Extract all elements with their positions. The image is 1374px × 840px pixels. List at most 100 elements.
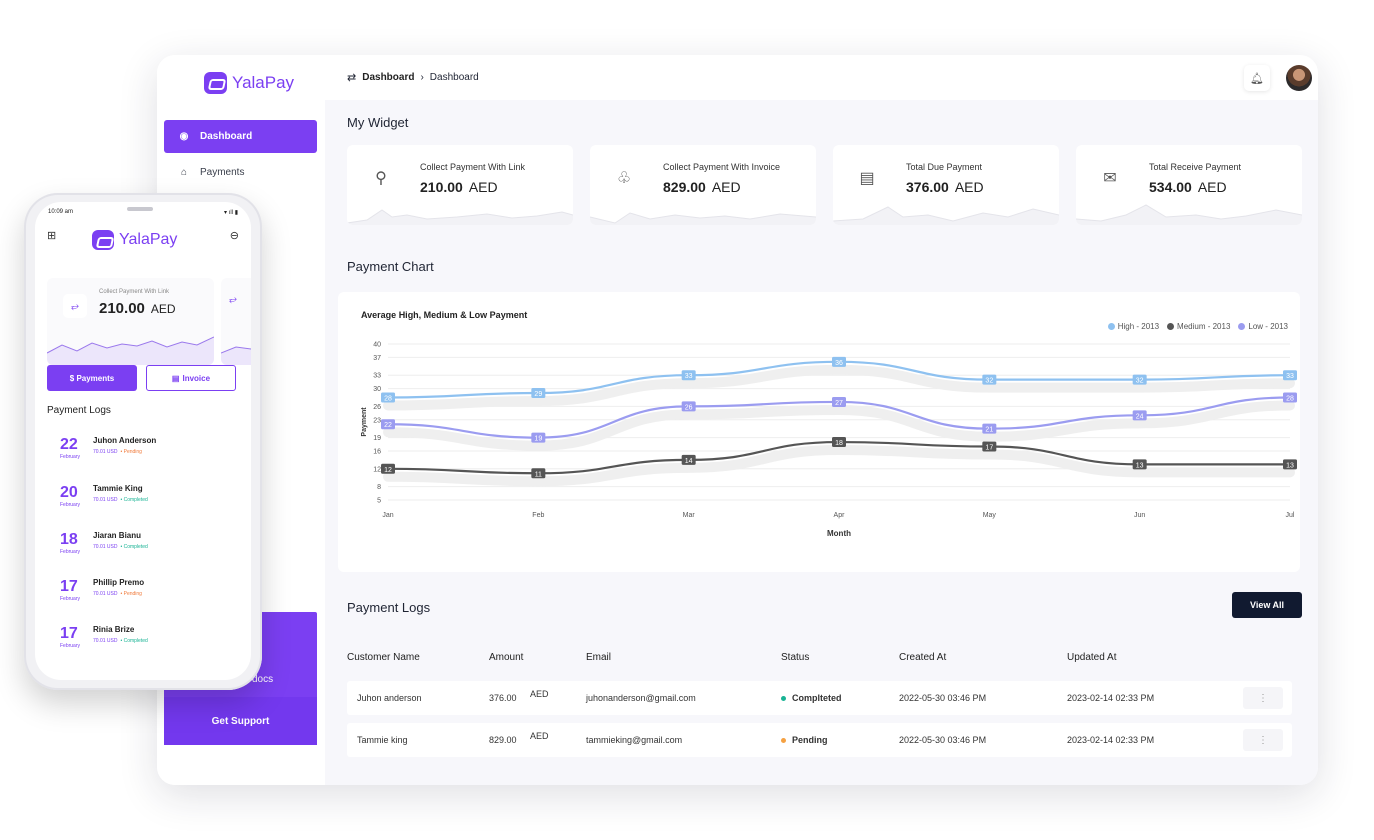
menu-toggle-icon[interactable]: ⇄: [347, 72, 357, 84]
list-item[interactable]: 18 February Jiaran Bianu 70.01 USD • Comp…: [47, 527, 239, 571]
widget-value: 210.00 AED: [420, 179, 498, 195]
legend-dot: [1167, 323, 1175, 330]
more-options-icon[interactable]: ⋮: [1243, 687, 1283, 709]
payments-icon: ⌂: [180, 167, 188, 178]
payment-chart-title: Payment Chart: [347, 259, 434, 274]
get-support-button[interactable]: Get Support: [164, 697, 317, 745]
y-tick-label: 19: [373, 435, 381, 442]
grid-menu-icon[interactable]: ⊞: [47, 230, 57, 242]
data-label: 21: [985, 427, 993, 434]
card-sparkline: [47, 336, 214, 365]
docs-link[interactable]: docs: [252, 674, 274, 685]
bell-icon[interactable]: 🔔︎: [1244, 65, 1270, 91]
x-tick-label: May: [983, 512, 997, 519]
phone-status-bar: 10:09 am ▾ ıll ▮: [48, 209, 238, 216]
log-day: 17: [60, 625, 78, 642]
y-tick-label: 37: [373, 355, 381, 362]
log-amount: 70.01 USD • Completed: [93, 497, 148, 503]
status-dot: [781, 696, 786, 702]
log-month: February: [60, 643, 81, 649]
phone-invoice-button[interactable]: ▤ Invoice: [146, 365, 236, 391]
data-label: 33: [1286, 373, 1294, 380]
x-tick-label: Jan: [382, 512, 393, 519]
profile-icon[interactable]: ⊖: [229, 230, 239, 242]
phone-app-logo: YalaPay: [92, 230, 177, 250]
chart-title: Average High, Medium & Low Payment: [361, 310, 528, 320]
sidebar-item-label: Payments: [200, 167, 245, 178]
breadcrumb-item[interactable]: Dashboard: [362, 72, 415, 83]
line-chart: 5 8 12 16 19 23 26 30 33 37 40 Jan Feb Mar Apr May Jun Ju…: [361, 342, 1297, 538]
legend-item-low[interactable]: Low - 2013: [1238, 322, 1288, 331]
list-item[interactable]: 17 February Rinia Brize 70.01 USD • Compl…: [47, 621, 239, 665]
phone-payment-card[interactable]: ⥂ Collect Payment With Link 210.00 AED: [47, 278, 214, 365]
y-tick-label: 23: [373, 417, 381, 424]
receive-payment-icon: ✉: [1103, 170, 1117, 187]
more-options-icon[interactable]: ⋮: [1243, 729, 1283, 751]
data-label: 22: [384, 422, 392, 429]
payment-chart-card: Average High, Medium & Low Payment High …: [338, 292, 1300, 572]
column-header: Status: [781, 652, 810, 663]
widget-card[interactable]: ⚲ Collect Payment With Link 210.00 AED: [347, 145, 573, 225]
due-payment-icon: ▤: [859, 170, 875, 187]
avatar[interactable]: [1286, 65, 1312, 91]
sidebar-item-dashboard[interactable]: ◉ Dashboard: [164, 120, 317, 153]
legend-item-high[interactable]: High - 2013: [1107, 322, 1159, 331]
widget-label: Total Receive Payment: [1149, 162, 1242, 172]
table-row[interactable]: Tammie king 829.00 AED tammieking@gmail.…: [347, 723, 1292, 757]
list-item[interactable]: 20 February Tammie King 70.01 USD • Compl…: [47, 480, 239, 524]
cell-status: Complteted: [781, 693, 842, 703]
series-shadow: [383, 445, 1295, 487]
phone-payment-card-partial[interactable]: ⥂: [221, 278, 251, 365]
breadcrumb: ⇄ Dashboard › Dashboard: [347, 71, 479, 84]
phone-payments-button[interactable]: $ Payments: [47, 365, 137, 391]
y-tick-label: 5: [377, 498, 381, 505]
view-all-button[interactable]: View All: [1232, 592, 1302, 618]
widget-card[interactable]: ▤ Total Due Payment 376.00 AED: [833, 145, 1059, 225]
log-name: Juhon Anderson: [93, 436, 157, 445]
data-point: [1283, 392, 1297, 403]
widget-sparkline: [347, 209, 573, 225]
cell-updated: 2023-02-14 02:33 PM: [1067, 735, 1155, 745]
cell-created: 2022-05-30 03:46 PM: [899, 693, 987, 703]
cell-currency: AED: [530, 689, 549, 699]
list-item[interactable]: 22 February Juhon Anderson 70.01 USD • Pe…: [47, 432, 239, 476]
sidebar-item-payments[interactable]: ⌂ Payments: [164, 156, 317, 189]
data-label: 18: [835, 440, 843, 447]
data-point: [531, 432, 546, 443]
log-day: 17: [60, 578, 78, 595]
invoice-icon: ▤: [171, 373, 180, 383]
log-name: Phillip Premo: [93, 578, 145, 587]
signal-icon: ▾ ıll ▮: [224, 210, 238, 216]
data-point: [982, 423, 997, 434]
data-point: [1132, 459, 1147, 470]
card-value: 210.00 AED: [99, 300, 176, 317]
legend-item-medium[interactable]: Medium - 2013: [1167, 322, 1230, 331]
widget-sparkline: [833, 206, 1059, 225]
y-tick-label: 26: [373, 404, 381, 411]
table-row[interactable]: Juhon anderson 376.00 AED juhonanderson@…: [347, 681, 1292, 715]
log-day: 20: [60, 484, 78, 501]
widget-label: Collect Payment With Invoice: [663, 162, 781, 172]
column-header: Updated At: [1067, 652, 1117, 663]
phone-logs-title: Payment Logs: [47, 405, 111, 416]
chevron-right-icon: ›: [420, 72, 424, 83]
x-tick-label: Feb: [532, 512, 544, 519]
legend-dot: [1107, 323, 1115, 330]
list-item[interactable]: 17 February Phillip Premo 70.01 USD • Pen…: [47, 574, 239, 618]
widget-value: 376.00 AED: [906, 179, 984, 195]
data-label: 13: [1136, 462, 1144, 469]
log-month: February: [60, 596, 81, 602]
app-logo[interactable]: YalaPay: [204, 72, 294, 94]
data-point: [1132, 410, 1147, 421]
log-month: February: [60, 549, 81, 555]
data-label: 33: [685, 373, 693, 380]
phone-time: 10:09 am: [48, 209, 74, 215]
invoice-payment-icon: ⥂: [229, 294, 237, 305]
cell-name: Tammie king: [357, 735, 408, 745]
widget-card[interactable]: ✉ Total Receive Payment 534.00 AED: [1076, 145, 1302, 225]
widget-value: 829.00 AED: [663, 179, 741, 195]
data-label: 14: [685, 458, 693, 465]
payment-logs-title: Payment Logs: [347, 600, 431, 615]
widget-card[interactable]: ♧ Collect Payment With Invoice 829.00 AED: [590, 145, 816, 225]
cell-name: Juhon anderson: [357, 693, 422, 703]
